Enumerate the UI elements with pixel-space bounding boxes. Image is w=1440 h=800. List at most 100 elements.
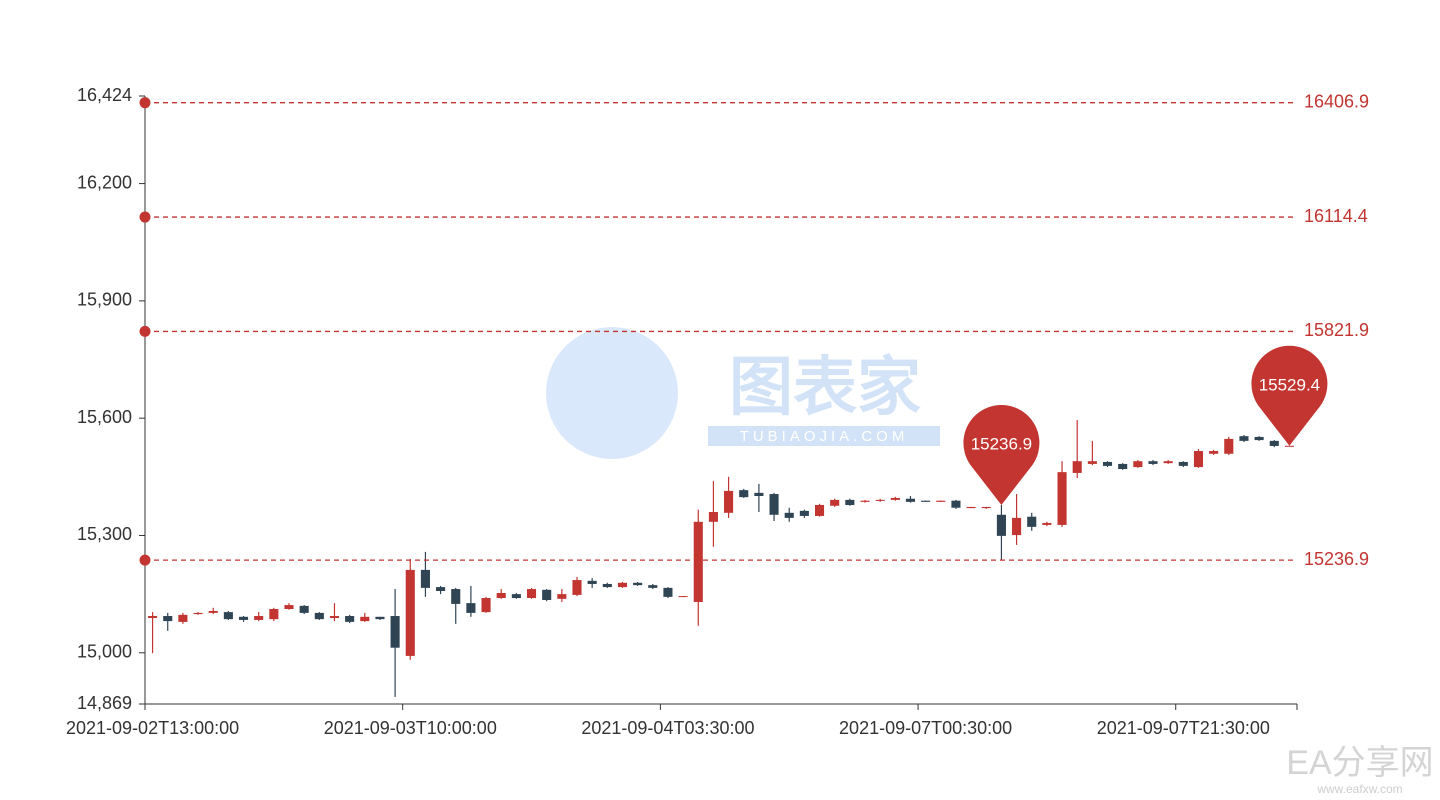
candle-body xyxy=(1087,461,1097,464)
candle-body xyxy=(724,490,734,513)
candle-body xyxy=(1269,440,1279,446)
candle-body xyxy=(223,612,233,620)
candle-body xyxy=(1209,451,1219,454)
watermark-text: TUBIAOJIA.COM xyxy=(740,428,909,445)
candle-body xyxy=(860,500,870,502)
candle-body xyxy=(345,616,355,622)
candle-body xyxy=(193,612,203,615)
candle-body xyxy=(1193,451,1204,468)
candle-body xyxy=(526,589,537,599)
candle-body xyxy=(1072,461,1082,473)
mark-pin-label: 15529.4 xyxy=(1259,375,1320,394)
candle-body xyxy=(830,499,840,506)
watermark-logo xyxy=(546,327,678,459)
candle-body xyxy=(739,490,749,498)
candle-body xyxy=(375,616,385,620)
candle-body xyxy=(299,605,309,613)
y-tick-label: 15,900 xyxy=(77,290,132,310)
candle-body xyxy=(769,494,779,515)
mark-line-label: 15821.9 xyxy=(1304,320,1369,340)
candle-body xyxy=(496,592,506,599)
mark-line-label: 16114.4 xyxy=(1304,206,1368,226)
candle-body xyxy=(648,585,658,588)
mark-line-dot xyxy=(139,211,151,223)
candle-body xyxy=(1254,436,1264,441)
candle-body xyxy=(663,587,673,597)
candle-body xyxy=(693,521,703,602)
candle-body xyxy=(420,569,430,588)
candle-body xyxy=(436,587,446,592)
candle-body xyxy=(1133,461,1143,468)
watermark-text: 图表家 xyxy=(729,351,921,423)
candle-body xyxy=(451,589,461,604)
x-tick-label: 2021-09-03T10:00:00 xyxy=(324,718,497,738)
y-tick-label: 15,000 xyxy=(77,642,132,662)
mark-line-label: 15236.9 xyxy=(1304,549,1369,569)
candle-body xyxy=(542,589,552,600)
candle-body xyxy=(921,500,931,502)
candle-body xyxy=(314,612,324,620)
candle-body xyxy=(602,583,612,588)
mark-pin xyxy=(963,405,1040,505)
candle-body xyxy=(284,605,294,609)
candle-body xyxy=(178,614,188,622)
mark-line-dot xyxy=(139,97,151,109)
candle-body xyxy=(329,616,340,618)
candle-body xyxy=(557,594,567,599)
candle-body xyxy=(1148,461,1158,464)
candle-body xyxy=(254,616,264,620)
candle-body xyxy=(633,582,643,586)
mark-line-dot xyxy=(139,554,151,566)
candle-body xyxy=(617,582,628,588)
candle-body xyxy=(163,616,173,622)
y-tick-label: 16,200 xyxy=(77,172,132,192)
candle-body xyxy=(678,596,688,598)
candle-body xyxy=(708,512,718,522)
candle-body xyxy=(1057,472,1067,525)
candle-body xyxy=(814,504,825,516)
y-tick-label: 14,869 xyxy=(77,693,132,713)
candle-body xyxy=(1118,463,1128,470)
candle-body xyxy=(1012,517,1022,536)
mark-pin xyxy=(1251,345,1328,446)
candle-body xyxy=(208,610,218,613)
x-tick-label: 2021-09-07T21:30:00 xyxy=(1097,718,1270,738)
watermark-text: EA分享网 xyxy=(1286,744,1433,782)
x-tick-label: 2021-09-02T13:00:00 xyxy=(66,718,239,738)
candle-body xyxy=(481,598,491,613)
candle-body xyxy=(875,499,885,501)
y-tick-label: 16,424 xyxy=(77,85,132,105)
candle-body xyxy=(1042,522,1052,525)
candle-body xyxy=(511,594,521,599)
candle-body xyxy=(936,500,946,502)
candle-body xyxy=(572,580,582,595)
candle-body xyxy=(890,497,900,500)
candle-body xyxy=(996,514,1006,536)
candle-body xyxy=(1178,461,1188,466)
candle-body xyxy=(966,506,976,509)
x-tick-label: 2021-09-07T00:30:00 xyxy=(839,718,1012,738)
candle-body xyxy=(587,580,597,584)
candle-body xyxy=(148,616,158,618)
candle-body xyxy=(360,616,370,622)
candle-body xyxy=(754,492,764,496)
candle-body xyxy=(1027,516,1037,527)
y-tick-label: 15,600 xyxy=(77,407,132,427)
candle-body xyxy=(799,510,809,516)
candle-body xyxy=(951,500,961,508)
candle-body xyxy=(466,603,476,613)
watermark-text: www.eafxw.com xyxy=(1316,782,1402,796)
candle-body xyxy=(981,506,991,509)
mark-line-label: 16406.9 xyxy=(1304,91,1369,111)
candle-body xyxy=(1239,436,1249,441)
candle-body xyxy=(1163,461,1173,464)
candle-body xyxy=(1102,461,1113,466)
mark-line-dot xyxy=(139,325,151,337)
candle-body xyxy=(405,569,415,656)
candle-body xyxy=(905,498,916,502)
watermark-band xyxy=(708,426,940,446)
mark-pin-label: 15236.9 xyxy=(971,434,1032,453)
y-tick-label: 15,300 xyxy=(77,524,132,544)
candle-body xyxy=(784,512,794,518)
